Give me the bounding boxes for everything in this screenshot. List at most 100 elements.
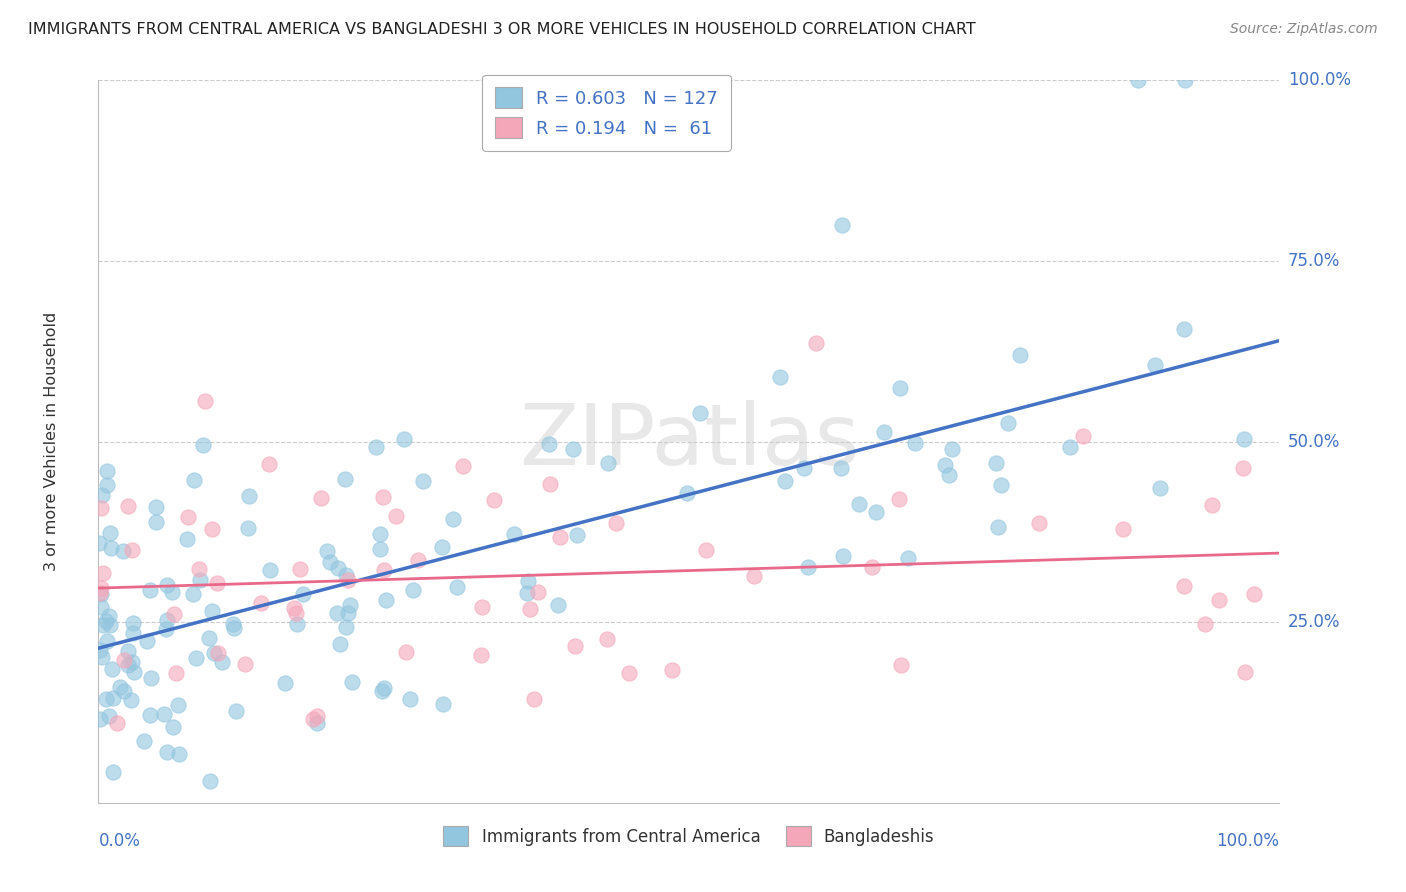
Text: 100.0%: 100.0% <box>1216 831 1279 850</box>
Point <box>1174 73 1197 87</box>
Point <box>516 574 538 588</box>
Point <box>742 569 765 583</box>
Point <box>523 692 546 706</box>
Point <box>201 522 224 536</box>
Point <box>484 493 506 508</box>
Point <box>101 764 124 779</box>
Point <box>619 666 641 681</box>
Point <box>91 649 114 664</box>
Point <box>1233 665 1256 679</box>
Point <box>238 489 260 503</box>
Point <box>676 486 699 500</box>
Point <box>96 691 118 706</box>
Point <box>1173 322 1195 336</box>
Point <box>98 709 121 723</box>
Point <box>373 490 395 504</box>
Point <box>990 477 1012 491</box>
Point <box>108 681 131 695</box>
Point <box>121 543 143 558</box>
Point <box>98 618 121 632</box>
Point <box>96 634 118 648</box>
Point <box>165 666 187 681</box>
Point <box>233 657 256 671</box>
Point <box>156 578 179 592</box>
Point <box>904 436 927 450</box>
Point <box>451 458 474 473</box>
Point <box>326 561 349 575</box>
Point <box>938 468 960 483</box>
Text: 25.0%: 25.0% <box>1288 613 1340 632</box>
Point <box>201 604 224 618</box>
Point <box>302 713 325 727</box>
Point <box>1028 516 1050 530</box>
Point <box>101 691 124 706</box>
Point <box>1059 440 1081 454</box>
Point <box>188 573 211 587</box>
Point <box>162 720 184 734</box>
Point <box>184 651 207 665</box>
Point <box>335 620 357 634</box>
Point <box>326 606 349 620</box>
Point <box>329 637 352 651</box>
Point <box>315 544 337 558</box>
Point <box>191 438 214 452</box>
Point <box>153 706 176 721</box>
Point <box>392 432 415 446</box>
Point <box>274 676 297 690</box>
Point <box>90 600 112 615</box>
Text: ZIPatlas: ZIPatlas <box>519 400 859 483</box>
Point <box>689 406 711 420</box>
Point <box>934 458 956 473</box>
Point <box>769 370 792 384</box>
Point <box>98 526 121 541</box>
Point <box>311 491 333 505</box>
Point <box>548 530 571 544</box>
Point <box>793 461 815 475</box>
Point <box>292 587 315 601</box>
Point <box>987 520 1010 534</box>
Point <box>402 583 425 598</box>
Point <box>222 621 245 635</box>
Point <box>848 496 870 510</box>
Point <box>156 745 179 759</box>
Point <box>167 698 190 713</box>
Point <box>198 774 221 789</box>
Point <box>340 675 363 690</box>
Point <box>889 381 911 395</box>
Point <box>1173 579 1195 593</box>
Point <box>145 500 167 514</box>
Point <box>176 510 198 524</box>
Point <box>202 646 225 660</box>
Point <box>336 573 359 587</box>
Point <box>96 615 118 629</box>
Point <box>366 441 388 455</box>
Point <box>1233 432 1256 446</box>
Point <box>105 715 128 730</box>
Point <box>596 456 619 470</box>
Point <box>290 562 312 576</box>
Point <box>887 491 910 506</box>
Point <box>89 712 111 726</box>
Point <box>595 632 617 646</box>
Point <box>368 541 391 556</box>
Point <box>181 587 204 601</box>
Point <box>305 709 328 723</box>
Point <box>188 562 211 576</box>
Point <box>91 488 114 502</box>
Point <box>285 616 308 631</box>
Point <box>333 472 356 486</box>
Point <box>285 607 308 621</box>
Point <box>112 684 135 698</box>
Point <box>91 617 114 632</box>
Point <box>122 665 145 679</box>
Point <box>695 543 717 558</box>
Point <box>120 692 142 706</box>
Point <box>96 478 118 492</box>
Point <box>207 646 229 660</box>
Point <box>89 501 111 516</box>
Point <box>941 442 963 456</box>
Point <box>519 602 541 616</box>
Point <box>90 582 112 596</box>
Point <box>830 460 852 475</box>
Point <box>96 465 118 479</box>
